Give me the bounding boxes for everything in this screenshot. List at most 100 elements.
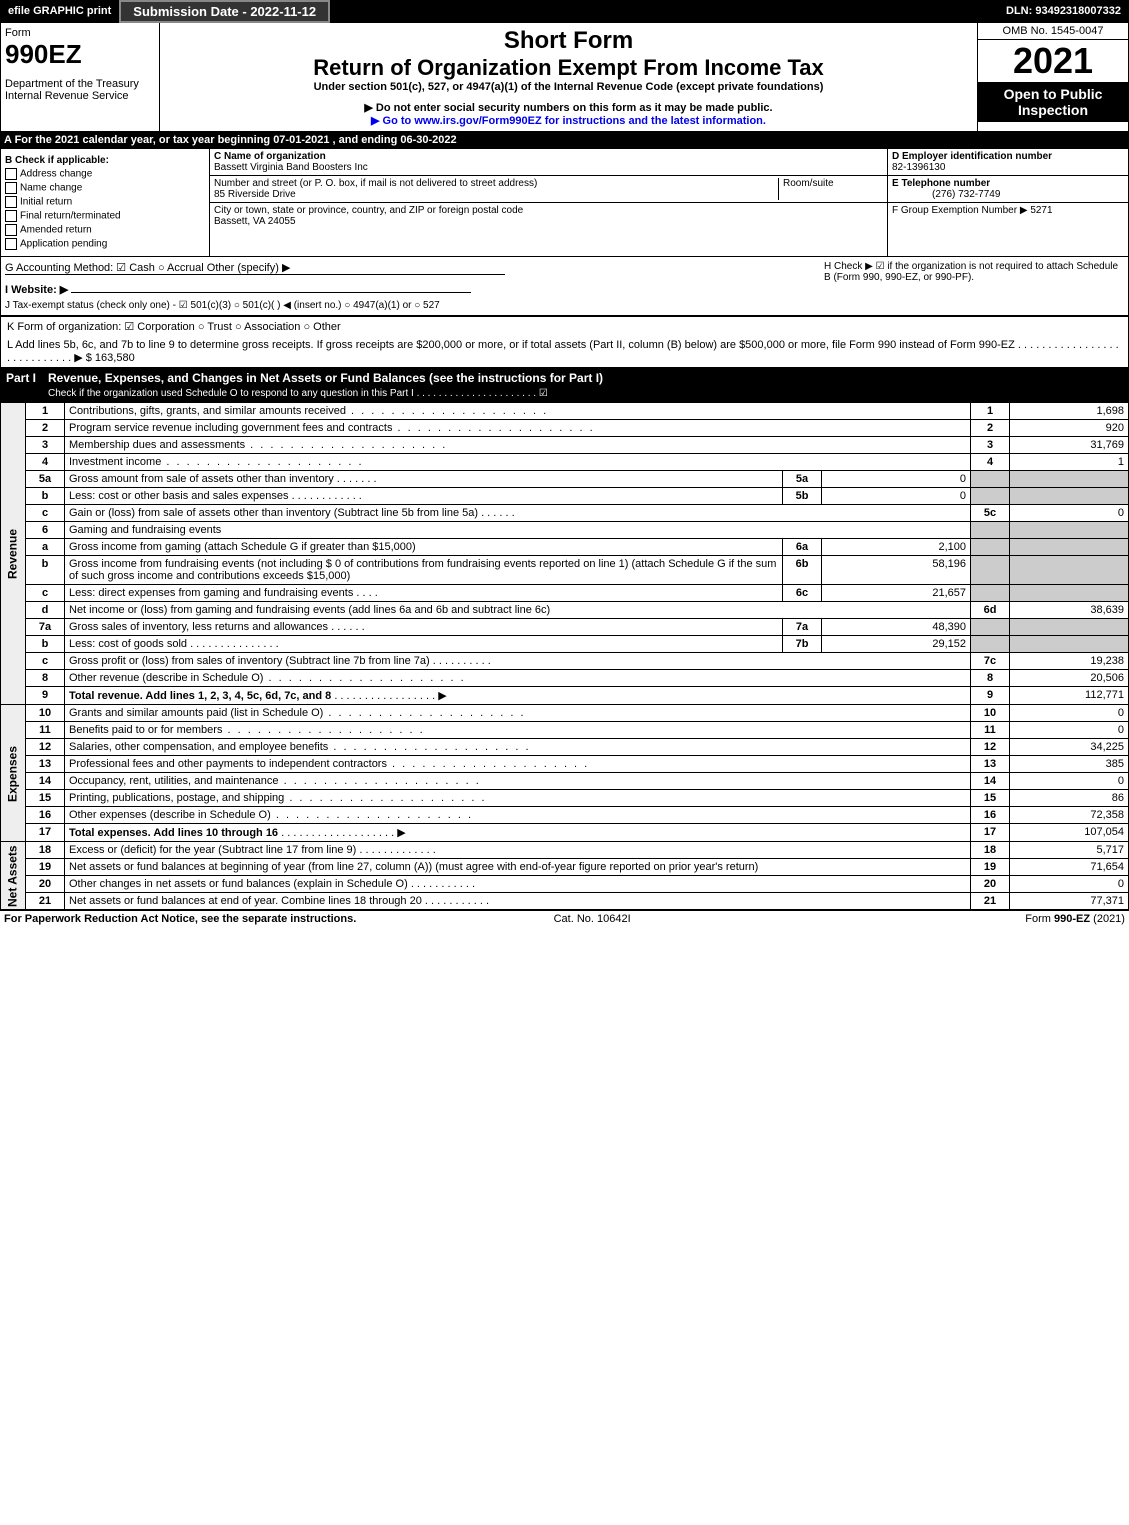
form-word: Form — [5, 27, 155, 39]
short-form-title: Short Form — [164, 27, 973, 55]
row-3: 3 Membership dues and assessments 3 31,7… — [1, 437, 1129, 454]
top-bar: efile GRAPHIC print Submission Date - 20… — [0, 0, 1129, 22]
line1-desc: Contributions, gifts, grants, and simila… — [65, 403, 971, 420]
check-initial[interactable]: Initial return — [5, 196, 205, 208]
row-16: 16 Other expenses (describe in Schedule … — [1, 807, 1129, 824]
form-number: 990EZ — [5, 39, 155, 70]
line-h: H Check ▶ ☑ if the organization is not r… — [824, 261, 1124, 311]
org-name-row: C Name of organization Bassett Virginia … — [210, 149, 887, 176]
submission-date: Submission Date - 2022-11-12 — [119, 0, 330, 23]
dept-label: Department of the Treasury Internal Reve… — [5, 78, 155, 102]
ein-value: 82-1396130 — [892, 162, 945, 173]
row-6b: b Gross income from fundraising events (… — [1, 556, 1129, 585]
line1-amt: 1,698 — [1010, 403, 1129, 420]
city-label: City or town, state or province, country… — [214, 205, 523, 216]
warning-text: ▶ Do not enter social security numbers o… — [164, 101, 973, 114]
phone-value: (276) 732-7749 — [892, 189, 1000, 200]
dln-label: DLN: 93492318007332 — [998, 5, 1129, 17]
row-6a: a Gross income from gaming (attach Sched… — [1, 539, 1129, 556]
row-20: 20 Other changes in net assets or fund b… — [1, 876, 1129, 893]
line-g: G Accounting Method: ☑ Cash ○ Accrual Ot… — [5, 261, 505, 275]
part1-header: Part I Revenue, Expenses, and Changes in… — [0, 368, 1129, 402]
row-5c: c Gain or (loss) from sale of assets oth… — [1, 505, 1129, 522]
page-footer: For Paperwork Reduction Act Notice, see … — [0, 910, 1129, 927]
row-19: 19 Net assets or fund balances at beginn… — [1, 859, 1129, 876]
box-d: D Employer identification number 82-1396… — [888, 149, 1128, 176]
box-c-label: C Name of organization — [214, 151, 326, 162]
box-f: F Group Exemption Number ▶ 5271 — [888, 203, 1128, 218]
footer-right: Form 990-EZ (2021) — [1025, 913, 1125, 925]
row-15: 15 Printing, publications, postage, and … — [1, 790, 1129, 807]
row-12: 12 Salaries, other compensation, and emp… — [1, 739, 1129, 756]
box-def: D Employer identification number 82-1396… — [887, 149, 1128, 256]
line-l: L Add lines 5b, 6c, and 7b to line 9 to … — [0, 336, 1129, 368]
open-public-box: Open to Public Inspection — [978, 82, 1128, 122]
check-amended[interactable]: Amended return — [5, 224, 205, 236]
part1-title: Revenue, Expenses, and Changes in Net As… — [48, 371, 603, 385]
check-pending[interactable]: Application pending — [5, 238, 205, 250]
row-18: Net Assets 18 Excess or (deficit) for th… — [1, 842, 1129, 859]
street-row: Number and street (or P. O. box, if mail… — [210, 176, 887, 203]
omb-number: OMB No. 1545-0047 — [978, 23, 1128, 40]
header-left: Form 990EZ Department of the Treasury In… — [1, 23, 160, 131]
goto-link[interactable]: ▶ Go to www.irs.gov/Form990EZ for instru… — [164, 114, 973, 127]
info-block: B Check if applicable: Address change Na… — [0, 148, 1129, 257]
netassets-side-label: Net Assets — [1, 842, 26, 910]
group-value: ▶ 5271 — [1020, 205, 1053, 216]
row-6: 6 Gaming and fundraising events — [1, 522, 1129, 539]
footer-left: For Paperwork Reduction Act Notice, see … — [4, 913, 356, 925]
revenue-side-label: Revenue — [1, 403, 26, 705]
part1-label: Part I — [6, 371, 48, 399]
row-5a: 5a Gross amount from sale of assets othe… — [1, 471, 1129, 488]
row-11: 11 Benefits paid to or for members 11 0 — [1, 722, 1129, 739]
box-e: E Telephone number (276) 732-7749 — [888, 176, 1128, 203]
row-4: 4 Investment income 4 1 — [1, 454, 1129, 471]
part1-check: Check if the organization used Schedule … — [48, 388, 548, 399]
row-7a: 7a Gross sales of inventory, less return… — [1, 619, 1129, 636]
line-k: K Form of organization: ☑ Corporation ○ … — [0, 316, 1129, 336]
group-label: F Group Exemption Number — [892, 205, 1017, 216]
check-final[interactable]: Final return/terminated — [5, 210, 205, 222]
city-value: Bassett, VA 24055 — [214, 216, 296, 227]
main-title: Return of Organization Exempt From Incom… — [164, 55, 973, 81]
irs-link[interactable]: ▶ Go to www.irs.gov/Form990EZ for instru… — [371, 115, 766, 127]
box-c: C Name of organization Bassett Virginia … — [210, 149, 887, 256]
ghi-left: G Accounting Method: ☑ Cash ○ Accrual Ot… — [5, 261, 824, 311]
footer-catno: Cat. No. 10642I — [554, 913, 631, 925]
section-a-row: A For the 2021 calendar year, or tax yea… — [0, 132, 1129, 148]
city-row: City or town, state or province, country… — [210, 203, 887, 229]
expenses-side-label: Expenses — [1, 705, 26, 842]
row-2: 2 Program service revenue including gove… — [1, 420, 1129, 437]
ein-label: D Employer identification number — [892, 151, 1052, 162]
org-name: Bassett Virginia Band Boosters Inc — [214, 162, 368, 173]
row-7b: b Less: cost of goods sold . . . . . . .… — [1, 636, 1129, 653]
form-header: Form 990EZ Department of the Treasury In… — [0, 22, 1129, 132]
row-ghi: G Accounting Method: ☑ Cash ○ Accrual Ot… — [0, 257, 1129, 316]
subtitle: Under section 501(c), 527, or 4947(a)(1)… — [164, 81, 973, 93]
row-10: Expenses 10 Grants and similar amounts p… — [1, 705, 1129, 722]
tax-year: 2021 — [978, 40, 1128, 82]
street-label: Number and street (or P. O. box, if mail… — [214, 178, 537, 189]
room-label: Room/suite — [778, 178, 883, 200]
row-1: Revenue 1 Contributions, gifts, grants, … — [1, 403, 1129, 420]
line-i: I Website: ▶ — [5, 283, 824, 296]
row-6d: d Net income or (loss) from gaming and f… — [1, 602, 1129, 619]
row-14: 14 Occupancy, rent, utilities, and maint… — [1, 773, 1129, 790]
row-9: 9 Total revenue. Add lines 1, 2, 3, 4, 5… — [1, 687, 1129, 705]
row-13: 13 Professional fees and other payments … — [1, 756, 1129, 773]
row-8: 8 Other revenue (describe in Schedule O)… — [1, 670, 1129, 687]
row-6c: c Less: direct expenses from gaming and … — [1, 585, 1129, 602]
street-value: 85 Riverside Drive — [214, 189, 296, 200]
check-address[interactable]: Address change — [5, 168, 205, 180]
header-center: Short Form Return of Organization Exempt… — [160, 23, 977, 131]
line-j: J Tax-exempt status (check only one) - ☑… — [5, 300, 824, 311]
check-name[interactable]: Name change — [5, 182, 205, 194]
box-b: B Check if applicable: Address change Na… — [1, 149, 210, 256]
header-right: OMB No. 1545-0047 2021 Open to Public In… — [977, 23, 1128, 131]
main-table: Revenue 1 Contributions, gifts, grants, … — [0, 402, 1129, 910]
row-21: 21 Net assets or fund balances at end of… — [1, 893, 1129, 910]
efile-label: efile GRAPHIC print — [0, 5, 119, 17]
phone-label: E Telephone number — [892, 178, 990, 189]
row-5b: b Less: cost or other basis and sales ex… — [1, 488, 1129, 505]
row-7c: c Gross profit or (loss) from sales of i… — [1, 653, 1129, 670]
